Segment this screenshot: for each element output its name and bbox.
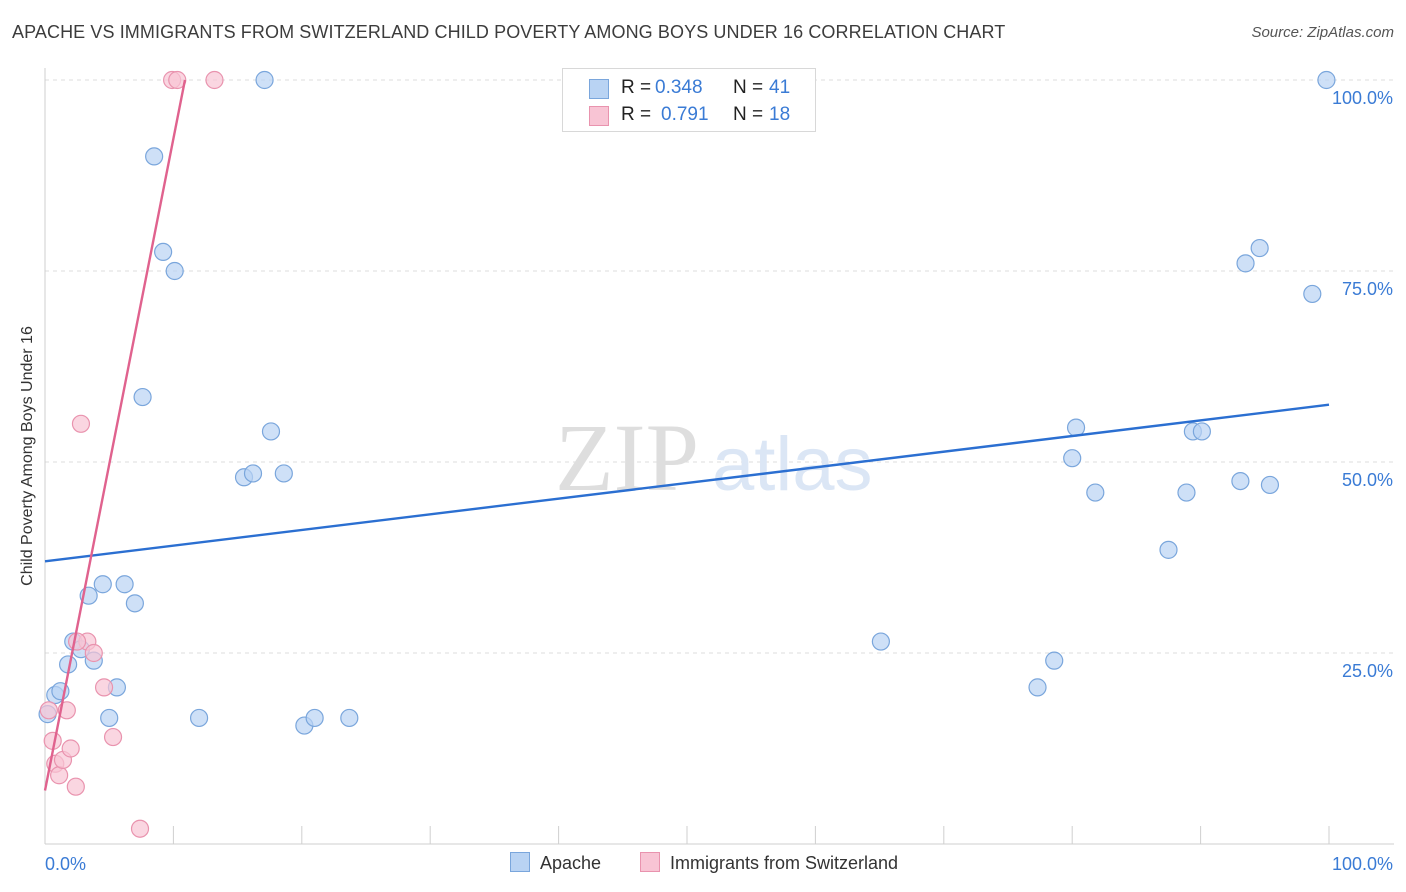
swiss-point bbox=[130, 819, 150, 838]
swiss-point bbox=[84, 643, 103, 663]
apache-point bbox=[340, 708, 359, 728]
apache-legend-swatch bbox=[510, 852, 530, 872]
n-value: 18 bbox=[769, 104, 791, 125]
n-label: N = bbox=[733, 104, 764, 125]
apache-point bbox=[261, 422, 281, 441]
apache-point bbox=[93, 575, 112, 594]
stats-legend: R = 0.348 N = 41 R = 0.791 N = 18 bbox=[562, 68, 816, 132]
swiss-point bbox=[61, 739, 80, 758]
apache-point bbox=[1086, 483, 1105, 502]
grid-lines bbox=[45, 79, 1394, 654]
apache-point bbox=[1028, 678, 1047, 697]
legend-label-swiss: Immigrants from Switzerland bbox=[670, 853, 899, 873]
apache-point bbox=[871, 632, 890, 651]
swiss-point bbox=[66, 777, 85, 796]
apache-point bbox=[189, 708, 209, 728]
apache-point bbox=[100, 708, 119, 728]
watermark: ZIP atlas bbox=[555, 404, 873, 511]
apache-point bbox=[1250, 238, 1269, 258]
apache-trend-line bbox=[44, 403, 1330, 563]
apache-point bbox=[165, 261, 184, 281]
apache-point bbox=[154, 242, 173, 261]
trend-lines bbox=[43, 79, 1330, 791]
apache-point bbox=[125, 594, 144, 613]
apache-point bbox=[1260, 475, 1280, 495]
apache-point bbox=[305, 708, 324, 728]
swiss-point bbox=[71, 414, 91, 433]
apache-point bbox=[1317, 70, 1336, 90]
source-label: Source: ZipAtlas.com bbox=[1251, 24, 1394, 41]
legend-item-swiss: Immigrants from Switzerland bbox=[640, 852, 898, 874]
swiss-point bbox=[205, 70, 224, 90]
r-label: R = bbox=[621, 104, 652, 125]
apache-point bbox=[255, 70, 274, 90]
y-axis-label: Child Poverty Among Boys Under 16 bbox=[19, 326, 36, 586]
apache-point bbox=[1177, 483, 1196, 502]
legend-label-apache: Apache bbox=[540, 853, 602, 873]
n-value: 41 bbox=[769, 77, 791, 98]
apache-point bbox=[274, 464, 293, 483]
apache-point bbox=[1236, 254, 1255, 273]
legend-item-apache: Apache bbox=[510, 852, 601, 874]
apache-point bbox=[115, 575, 134, 594]
r-value: 0.348 bbox=[655, 77, 703, 98]
x-tick-label: 100.0% bbox=[1332, 854, 1393, 874]
apache-point bbox=[1192, 422, 1211, 441]
apache-point bbox=[243, 464, 263, 483]
data-points bbox=[38, 70, 1336, 838]
swiss-point bbox=[67, 632, 87, 651]
swiss-swatch bbox=[589, 106, 609, 126]
r-value: 0.791 bbox=[661, 104, 709, 125]
swiss-point bbox=[94, 678, 114, 697]
apache-point bbox=[1066, 418, 1086, 437]
swiss-point bbox=[50, 766, 69, 785]
tick-labels: 25.0% 50.0% 75.0% 100.0% 0.0% 100.0% bbox=[45, 88, 1393, 874]
apache-point bbox=[1045, 651, 1064, 670]
swiss-point bbox=[168, 70, 187, 90]
watermark-zip: ZIP bbox=[555, 404, 699, 511]
chart-title: APACHE VS IMMIGRANTS FROM SWITZERLAND CH… bbox=[12, 22, 1006, 42]
apache-point bbox=[133, 387, 152, 407]
n-label: N = bbox=[733, 77, 764, 98]
apache-swatch bbox=[589, 79, 609, 99]
swiss-point bbox=[39, 701, 58, 720]
y-tick-label: 75.0% bbox=[1342, 279, 1393, 299]
y-tick-label: 25.0% bbox=[1342, 661, 1393, 681]
swiss-legend-swatch bbox=[640, 852, 660, 872]
apache-point bbox=[145, 147, 164, 166]
apache-point bbox=[1231, 472, 1250, 491]
r-label: R = bbox=[621, 77, 652, 98]
x-tick-label: 0.0% bbox=[45, 854, 86, 874]
apache-point bbox=[1063, 449, 1082, 468]
swiss-point bbox=[103, 727, 123, 747]
y-tick-label: 50.0% bbox=[1342, 470, 1393, 490]
y-tick-label: 100.0% bbox=[1332, 88, 1393, 108]
apache-point bbox=[1303, 284, 1322, 304]
apache-point bbox=[1159, 540, 1178, 559]
swiss-trend-line bbox=[43, 79, 187, 791]
